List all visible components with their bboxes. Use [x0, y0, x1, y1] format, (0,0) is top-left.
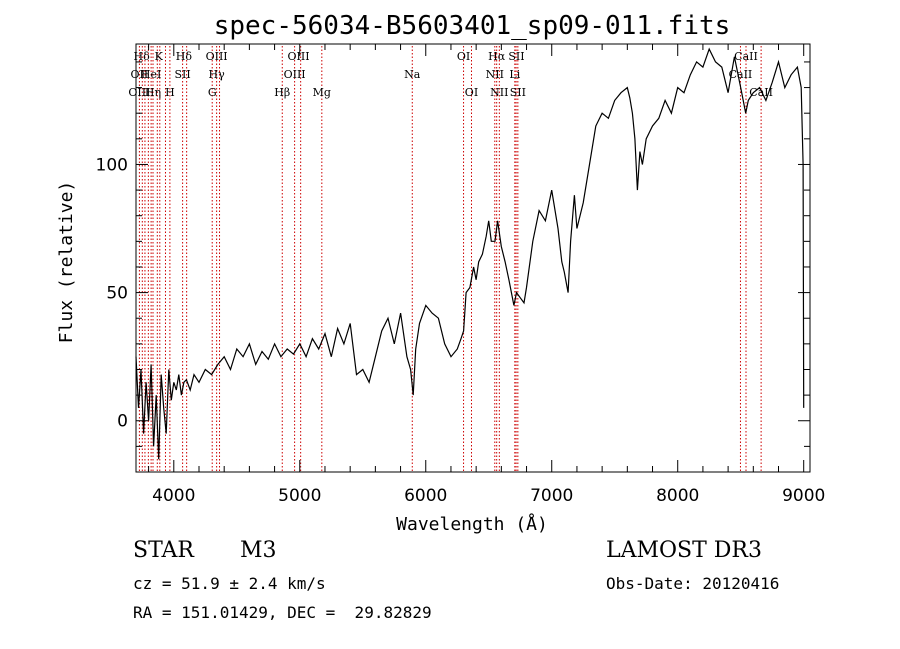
y-tick-label: 0 [117, 412, 128, 432]
line-label: G [208, 86, 217, 99]
line-label: CaII [734, 50, 758, 63]
redshift-velocity: cz = 51.9 ± 2.4 km/s [133, 574, 326, 593]
line-label: NII [486, 68, 504, 81]
line-label: Na [404, 68, 421, 81]
line-label: Hβ [274, 86, 290, 99]
x-tick-label: 4000 [152, 486, 195, 506]
plot-frame [135, 43, 811, 473]
line-label: Li [509, 68, 520, 81]
line-label: OIII [287, 50, 309, 63]
observation-date: Obs-Date: 20120416 [606, 574, 780, 593]
line-label: Hδ [176, 50, 193, 63]
line-label: OII [131, 68, 149, 81]
line-label: CaII [729, 68, 753, 81]
x-tick-label: 9000 [782, 486, 825, 506]
y-axis-label: Flux (relative) [56, 181, 77, 344]
line-label: Hη [145, 86, 161, 99]
line-label: HeI [141, 68, 161, 81]
line-label: K [155, 50, 164, 63]
line-label: OIII [128, 86, 150, 99]
line-label: OIII [206, 50, 228, 63]
line-label: SII [510, 86, 526, 99]
sky-coordinates: RA = 151.01429, DEC = 29.82829 [133, 603, 432, 622]
x-tick-label: 5000 [278, 486, 321, 506]
y-tick-label: 100 [96, 155, 128, 175]
flux-series-line [135, 47, 805, 460]
line-label: Hδ [134, 50, 151, 63]
emission-line-markers [138, 46, 762, 472]
x-tick-label: 7000 [530, 486, 573, 506]
chart-title: spec-56034-B5603401_sp09-011.fits [214, 11, 731, 41]
object-subclass: M3 [240, 538, 277, 563]
axis-ticks: 4000 5000 6000 7000 8000 9000 0 50 100 [96, 44, 825, 506]
x-tick-label: 8000 [656, 486, 699, 506]
line-label: NII [490, 86, 508, 99]
line-label: OI [465, 86, 478, 99]
line-label: SII [174, 68, 190, 81]
line-label: Hγ [209, 68, 226, 81]
line-label: SII [508, 50, 524, 63]
y-tick-label: 50 [106, 284, 128, 304]
line-label: OIII [284, 68, 306, 81]
x-axis-label: Wavelength (Å) [396, 513, 548, 535]
survey-name: LAMOST DR3 [606, 538, 762, 563]
x-tick-label: 6000 [404, 486, 447, 506]
line-label: H [165, 86, 175, 99]
object-class: STAR [133, 538, 194, 563]
line-label: Mg [313, 86, 331, 99]
line-label: Hα [488, 50, 506, 63]
line-label: OI [457, 50, 470, 63]
